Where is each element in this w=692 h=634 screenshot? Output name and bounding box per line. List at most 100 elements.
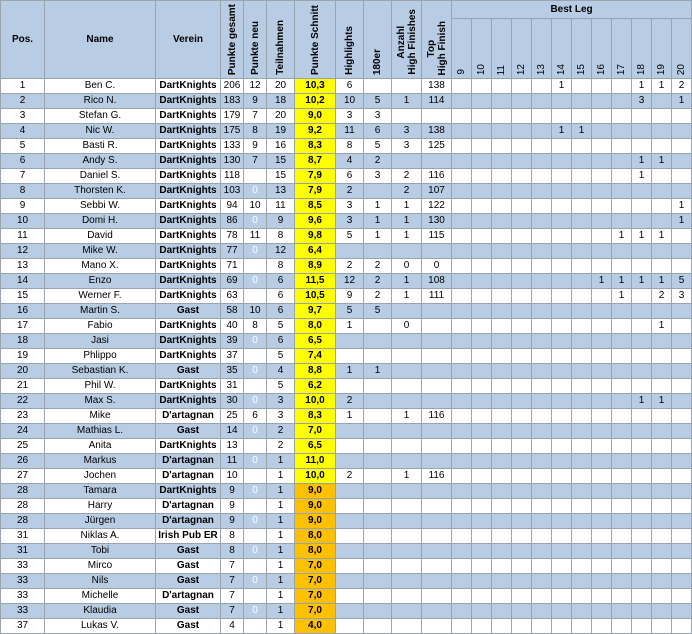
cell (591, 468, 612, 484)
cell: 3 (631, 93, 652, 109)
cell: 7 (243, 108, 267, 124)
cell (571, 138, 592, 154)
cell: 1 (266, 468, 295, 484)
cell: 2 (266, 423, 295, 439)
cell (335, 453, 364, 469)
header-text: Teilnahmen (275, 20, 286, 77)
cell (611, 573, 632, 589)
cell (611, 303, 632, 319)
cell (471, 183, 492, 199)
cell: 28 (0, 483, 45, 499)
cell (531, 543, 552, 559)
cell (491, 423, 512, 439)
cell: 5 (266, 348, 295, 364)
cell: DartKnights (155, 123, 221, 139)
cell: 1 (266, 513, 295, 529)
cell: 116 (421, 408, 452, 424)
column-header: Name (44, 0, 156, 79)
cell: DartKnights (155, 393, 221, 409)
cell (491, 183, 512, 199)
cell (651, 168, 672, 184)
cell (631, 423, 652, 439)
cell: 9 (220, 483, 244, 499)
cell: 4,0 (294, 618, 336, 634)
cell: 6 (266, 333, 295, 349)
cell: Domi H. (44, 213, 156, 229)
cell (670, 123, 692, 139)
cell (491, 243, 512, 259)
cell (451, 483, 472, 499)
cell: 130 (421, 213, 452, 229)
cell (591, 378, 612, 394)
cell (551, 603, 572, 619)
header-text: 14 (556, 63, 567, 75)
cell: 7 (220, 588, 244, 604)
header-text: Anzahl High Finishes (396, 9, 418, 77)
cell: 30 (220, 393, 244, 409)
cell (611, 453, 632, 469)
player-row: 28 Tamara DartKnights 9 0 1 9,0 (0, 483, 692, 499)
cell (670, 363, 692, 379)
cell: 5 (363, 93, 392, 109)
cell: 5 (266, 378, 295, 394)
cell (551, 318, 572, 334)
player-row: 33 Klaudia Gast 7 0 1 7,0 (0, 603, 692, 619)
cell (531, 318, 552, 334)
cell: 8 (220, 543, 244, 559)
cell (651, 333, 672, 349)
player-row: 3 Stefan G. DartKnights 179 7 20 9,0 3 3 (0, 108, 692, 124)
cell: 18 (266, 93, 295, 109)
cell (491, 588, 512, 604)
cell (611, 603, 632, 619)
cell: 11 (220, 453, 244, 469)
cell (363, 333, 392, 349)
cell: 1 (651, 153, 672, 169)
cell: 7 (220, 573, 244, 589)
cell: Jasi (44, 333, 156, 349)
cell: 2 (391, 168, 422, 184)
cell: 122 (421, 198, 452, 214)
cell: 26 (0, 453, 45, 469)
cell (531, 78, 552, 94)
cell: 37 (220, 348, 244, 364)
cell (511, 303, 532, 319)
cell: 0 (243, 513, 267, 529)
cell (391, 153, 422, 169)
header-text: 13 (536, 63, 547, 75)
cell: 0 (243, 603, 267, 619)
cell (551, 588, 572, 604)
cell: 12 (243, 78, 267, 94)
cell: Jürgen (44, 513, 156, 529)
cell: DartKnights (155, 318, 221, 334)
cell: 8 (243, 318, 267, 334)
cell: 15 (266, 168, 295, 184)
cell: 1 (391, 93, 422, 109)
column-header: Anzahl High Finishes (391, 0, 422, 79)
cell: Werner F. (44, 288, 156, 304)
cell: Mirco (44, 558, 156, 574)
cell: 5 (670, 273, 692, 289)
cell (651, 603, 672, 619)
cell (670, 243, 692, 259)
cell (511, 213, 532, 229)
cell: 3 (266, 408, 295, 424)
cell: 11,5 (294, 273, 336, 289)
cell (363, 243, 392, 259)
cell (391, 588, 422, 604)
cell (491, 273, 512, 289)
cell (531, 513, 552, 529)
player-row: 9 Sebbi W. DartKnights 94 10 11 8,5 3 1 1 122 1 (0, 198, 692, 214)
cell (471, 273, 492, 289)
cell (243, 168, 267, 184)
player-row: 4 Nic W. DartKnights 175 8 19 9,2 11 6 3 138 1 1 (0, 123, 692, 139)
cell (491, 153, 512, 169)
cell (491, 483, 512, 499)
cell (511, 408, 532, 424)
cell (363, 618, 392, 634)
cell (421, 348, 452, 364)
cell (511, 333, 532, 349)
cell: 9,8 (294, 228, 336, 244)
cell (471, 213, 492, 229)
cell (531, 498, 552, 514)
cell (551, 618, 572, 634)
